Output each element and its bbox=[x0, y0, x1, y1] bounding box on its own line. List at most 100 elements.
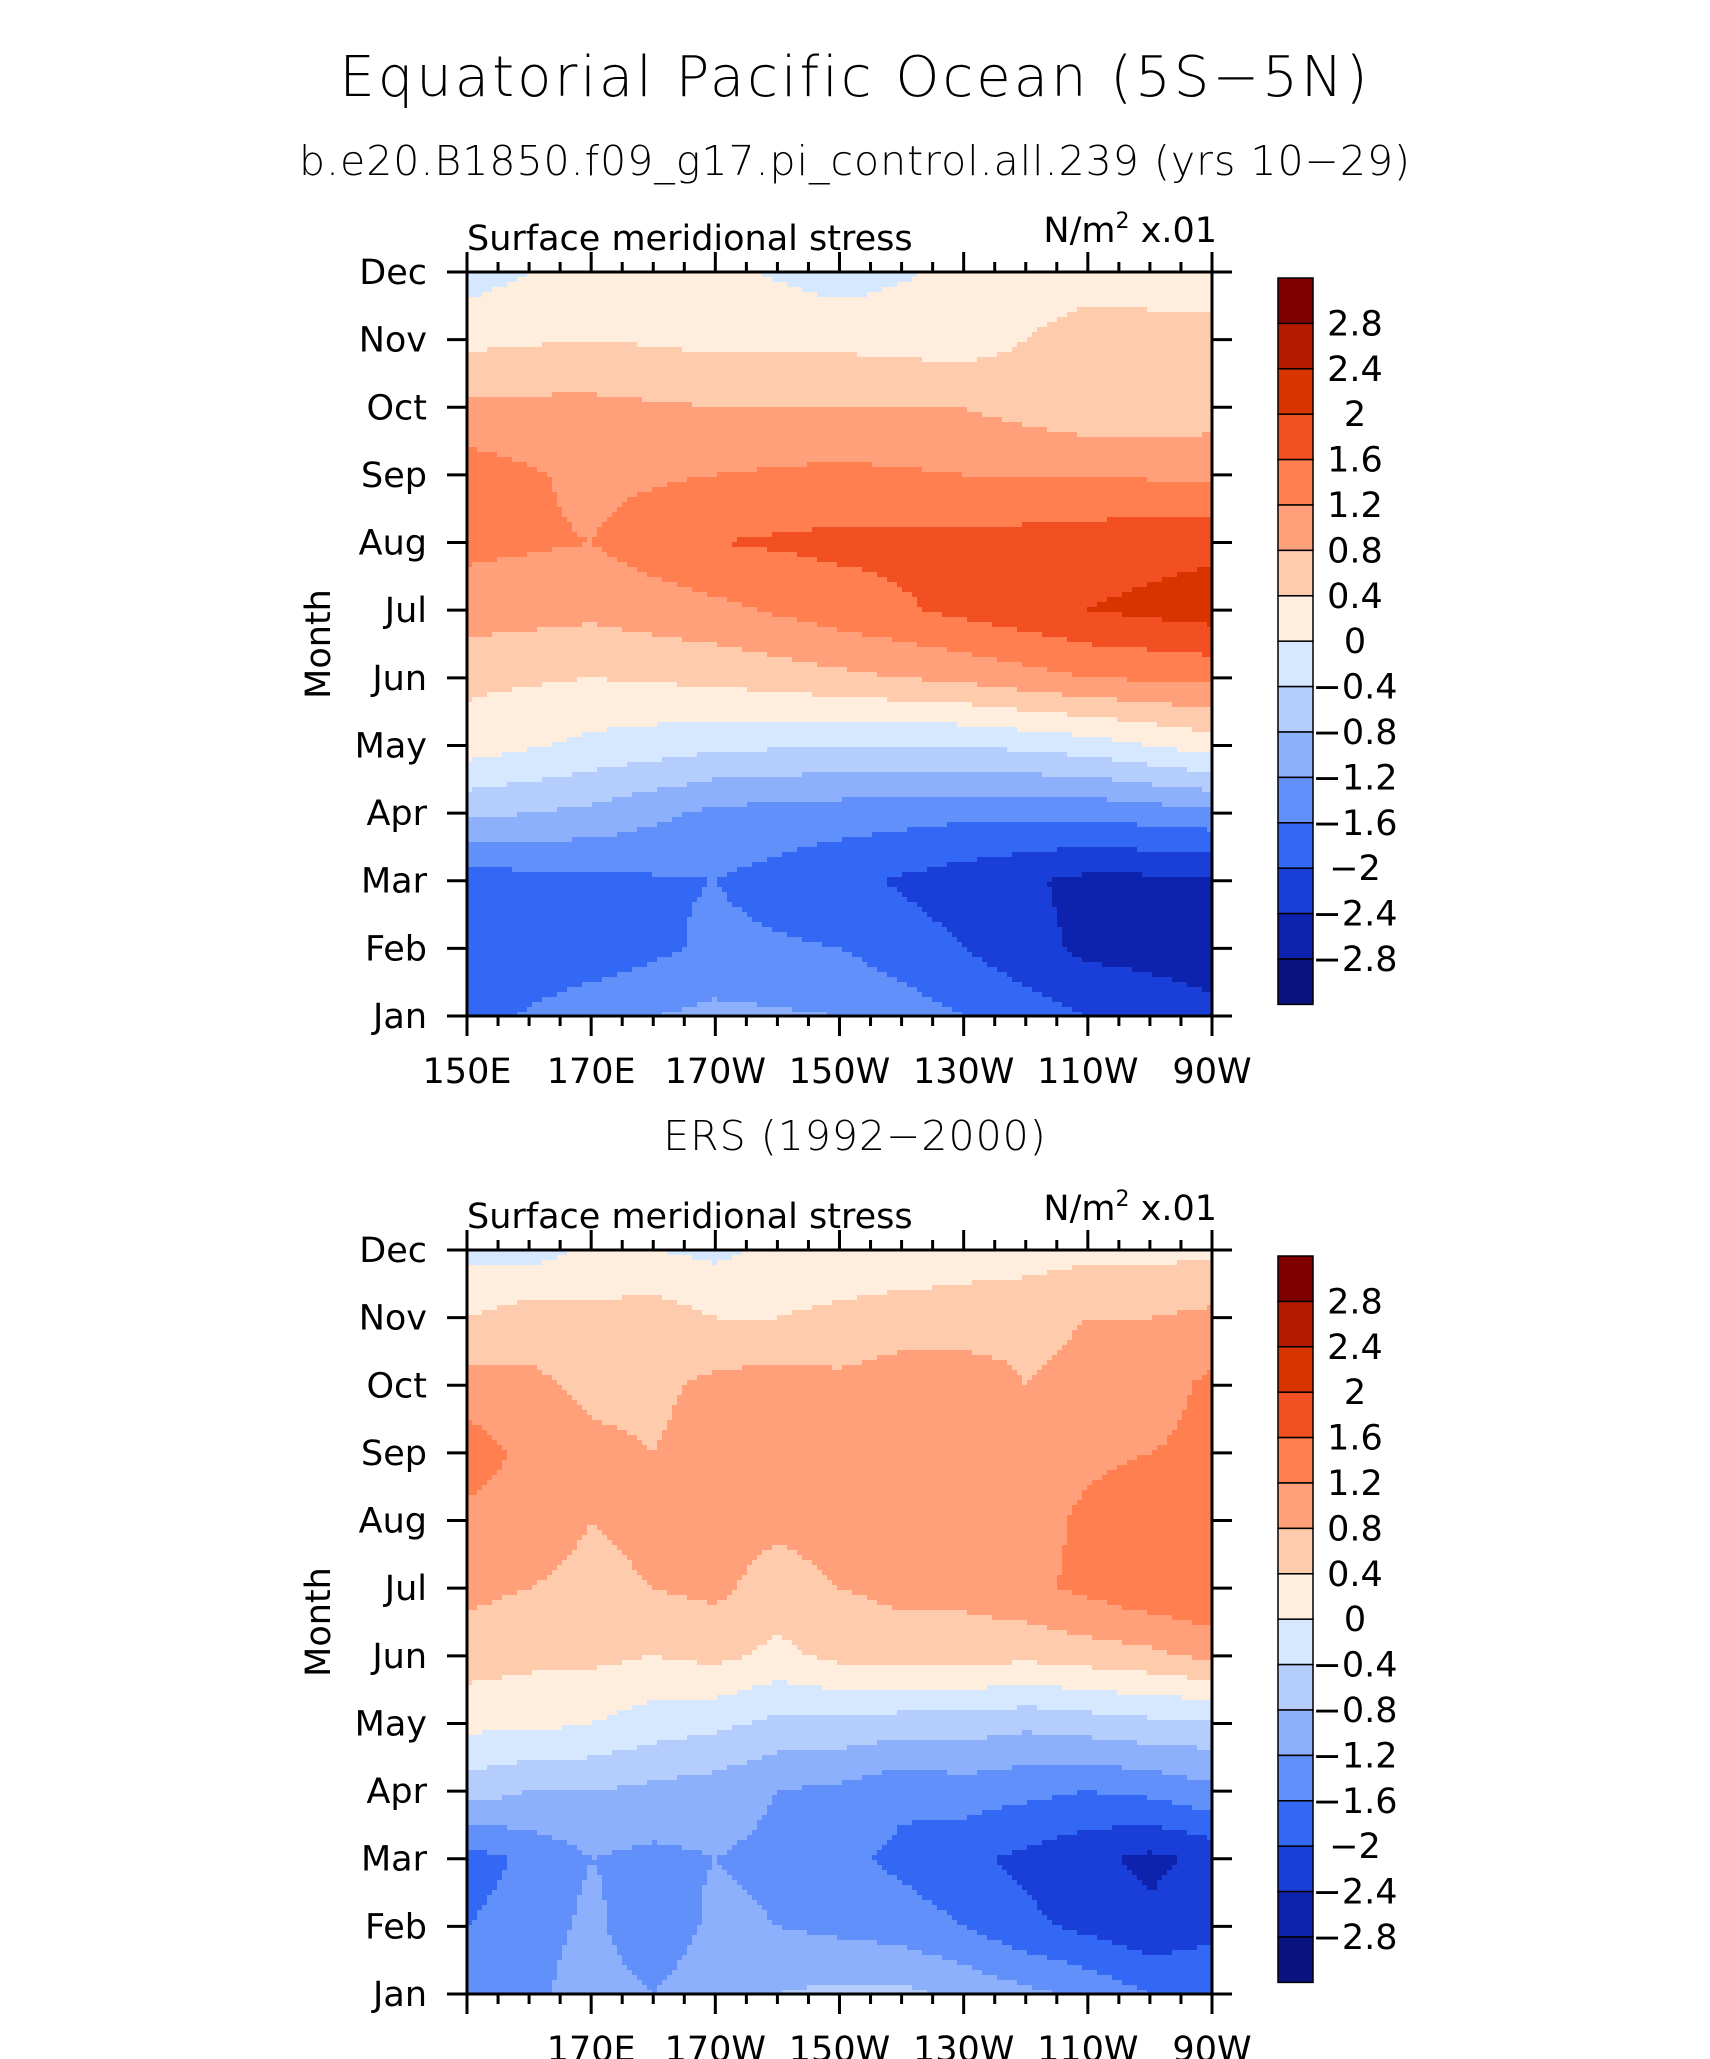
contour-cell bbox=[517, 287, 523, 293]
contour-cell bbox=[1097, 327, 1103, 333]
contour-cell bbox=[1122, 337, 1128, 343]
contour-cell bbox=[862, 327, 868, 333]
contour-cell bbox=[862, 312, 868, 318]
contour-cell bbox=[932, 277, 938, 283]
contour-cell bbox=[612, 297, 618, 303]
contour-cell bbox=[937, 287, 943, 293]
contour-cell bbox=[1072, 327, 1078, 333]
contour-cell bbox=[622, 297, 628, 303]
contour-cell bbox=[477, 282, 483, 288]
contour-cell bbox=[917, 277, 923, 283]
contour-cell bbox=[992, 277, 998, 283]
contour-cell bbox=[982, 292, 988, 298]
contour-cell bbox=[1112, 287, 1118, 293]
contour-cell bbox=[1022, 332, 1028, 338]
contour-cell bbox=[1192, 292, 1198, 298]
contour-cell bbox=[872, 287, 878, 293]
contour-cell bbox=[822, 342, 828, 348]
contour-cell bbox=[887, 347, 893, 353]
contour-cell bbox=[1177, 337, 1183, 343]
contour-cell bbox=[1007, 287, 1013, 293]
contour-cell bbox=[532, 312, 538, 318]
contour-cell bbox=[617, 297, 623, 303]
contour-cell bbox=[1012, 307, 1018, 313]
contour-cell bbox=[1062, 342, 1068, 348]
contour-cell bbox=[512, 282, 518, 288]
contour-cell bbox=[472, 292, 478, 298]
contour-cell bbox=[487, 317, 493, 323]
contour-cell bbox=[682, 302, 688, 308]
contour-cell bbox=[787, 307, 793, 313]
contour-cell bbox=[967, 342, 973, 348]
contour-cell bbox=[877, 322, 883, 328]
contour-cell bbox=[477, 297, 483, 303]
contour-cell bbox=[1167, 342, 1173, 348]
contour-cell bbox=[517, 337, 523, 343]
contour-cell bbox=[697, 297, 703, 303]
contour-cell bbox=[812, 342, 818, 348]
contour-cell bbox=[597, 327, 603, 333]
contour-cell bbox=[702, 327, 708, 333]
contour-cell bbox=[497, 302, 503, 308]
contour-cell bbox=[647, 322, 653, 328]
contour-cell bbox=[772, 302, 778, 308]
contour-cell bbox=[517, 297, 523, 303]
contour-cell bbox=[762, 277, 768, 283]
contour-cell bbox=[492, 317, 498, 323]
contour-cell bbox=[747, 332, 753, 338]
contour-cell bbox=[1037, 297, 1043, 303]
contour-cell bbox=[507, 327, 513, 333]
contour-cell bbox=[1142, 342, 1148, 348]
contour-cell bbox=[777, 292, 783, 298]
contour-cell bbox=[712, 302, 718, 308]
contour-cell bbox=[527, 302, 533, 308]
contour-cell bbox=[1157, 337, 1163, 343]
contour-cell bbox=[1132, 297, 1138, 303]
contour-cell bbox=[1097, 332, 1103, 338]
contour-cell bbox=[582, 312, 588, 318]
contour-cell bbox=[972, 292, 978, 298]
contour-cell bbox=[582, 297, 588, 303]
contour-cell bbox=[832, 292, 838, 298]
contour-cell bbox=[1157, 302, 1163, 308]
contour-cell bbox=[847, 312, 853, 318]
contour-cell bbox=[677, 302, 683, 308]
contour-cell bbox=[577, 282, 583, 288]
contour-cell bbox=[522, 292, 528, 298]
contour-cell bbox=[852, 322, 858, 328]
contour-cell bbox=[1087, 302, 1093, 308]
contour-cell bbox=[867, 297, 873, 303]
contour-cell bbox=[492, 337, 498, 343]
contour-cell bbox=[982, 317, 988, 323]
contour-cell bbox=[617, 347, 623, 353]
contour-cell bbox=[782, 327, 788, 333]
contour-cell bbox=[1077, 307, 1083, 313]
contour-cell bbox=[782, 342, 788, 348]
contour-cell bbox=[562, 332, 568, 338]
contour-cell bbox=[552, 342, 558, 348]
contour-cell bbox=[637, 347, 643, 353]
contour-cell bbox=[842, 322, 848, 328]
contour-cell bbox=[487, 327, 493, 333]
contour-cell bbox=[487, 312, 493, 318]
contour-cell bbox=[852, 337, 858, 343]
contour-cell bbox=[752, 287, 758, 293]
contour-cell bbox=[582, 342, 588, 348]
contour-cell bbox=[972, 287, 978, 293]
contour-cell bbox=[1127, 337, 1133, 343]
contour-cell bbox=[612, 342, 618, 348]
contour-cell bbox=[752, 342, 758, 348]
contour-cell bbox=[1072, 337, 1078, 343]
contour-cell bbox=[1162, 332, 1168, 338]
contour-cell bbox=[1032, 307, 1038, 313]
contour-cell bbox=[997, 312, 1003, 318]
contour-cell bbox=[627, 347, 633, 353]
contour-cell bbox=[702, 322, 708, 328]
contour-cell bbox=[987, 297, 993, 303]
contour-cell bbox=[962, 297, 968, 303]
contour-cell bbox=[932, 302, 938, 308]
contour-cell bbox=[947, 342, 953, 348]
contour-cell bbox=[507, 307, 513, 313]
contour-cell bbox=[602, 307, 608, 313]
contour-cell bbox=[977, 342, 983, 348]
